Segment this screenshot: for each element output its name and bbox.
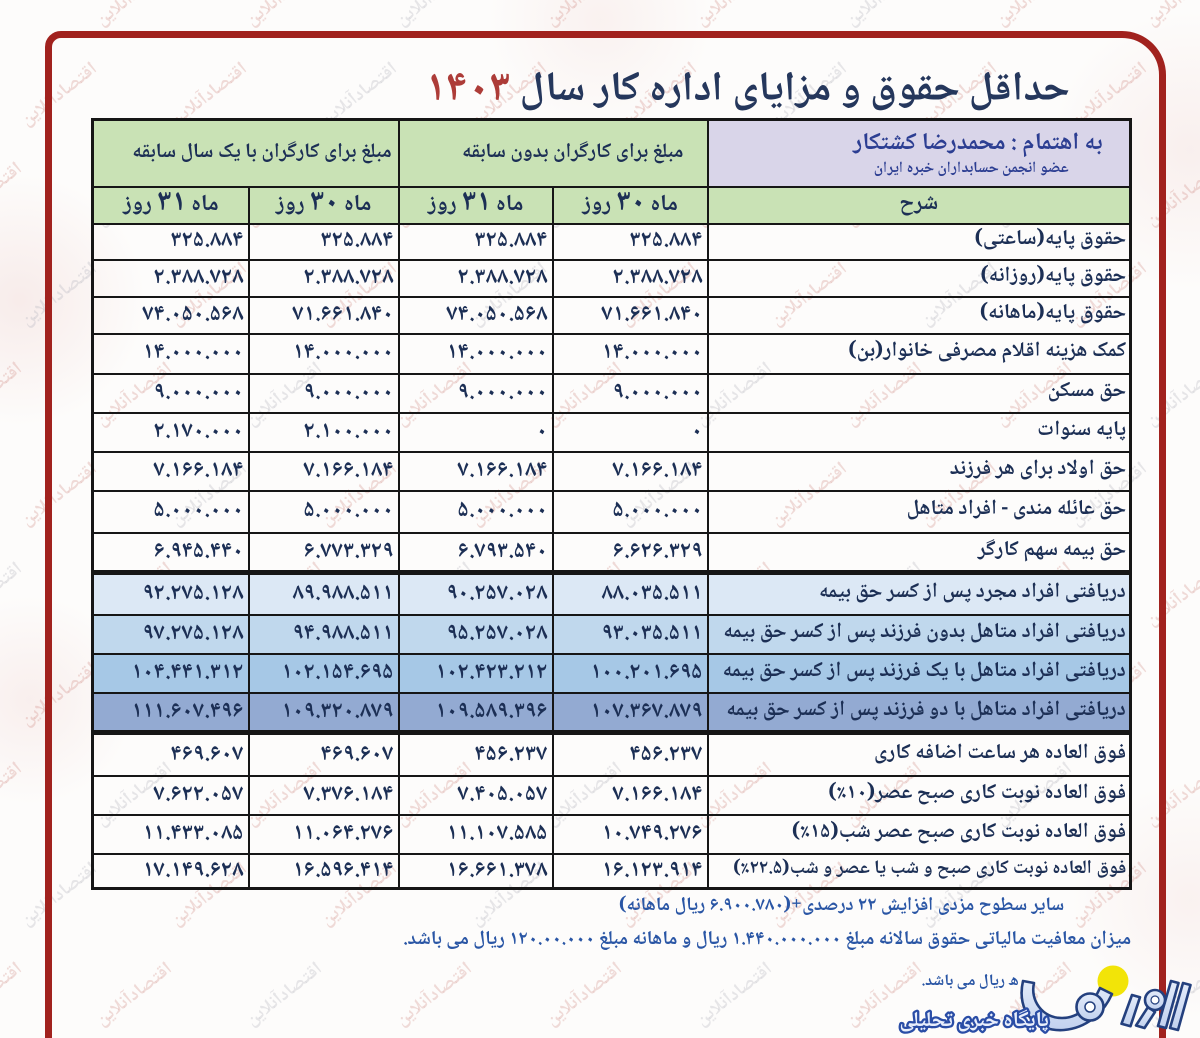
- svg-text:پایگاه خبری تحلیلی: پایگاه خبری تحلیلی: [899, 1005, 1048, 1038]
